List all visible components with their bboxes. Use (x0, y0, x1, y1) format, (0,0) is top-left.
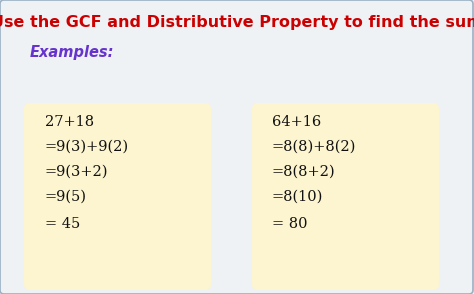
Text: =8(8)+8(2): =8(8)+8(2) (272, 140, 356, 154)
Text: =9(5): =9(5) (45, 190, 87, 204)
Text: = 45: = 45 (45, 217, 80, 231)
Text: Use the GCF and Distributive Property to find the sum: Use the GCF and Distributive Property to… (0, 14, 474, 29)
Text: =8(8+2): =8(8+2) (272, 165, 336, 179)
Text: =9(3)+9(2): =9(3)+9(2) (45, 140, 129, 154)
FancyBboxPatch shape (252, 103, 439, 290)
Text: =9(3+2): =9(3+2) (45, 165, 109, 179)
Text: =8(10): =8(10) (272, 190, 323, 204)
Text: Examples:: Examples: (30, 44, 115, 59)
FancyBboxPatch shape (24, 103, 211, 290)
Text: = 80: = 80 (272, 217, 308, 231)
Text: 64+16: 64+16 (272, 115, 321, 129)
Text: 27+18: 27+18 (45, 115, 94, 129)
